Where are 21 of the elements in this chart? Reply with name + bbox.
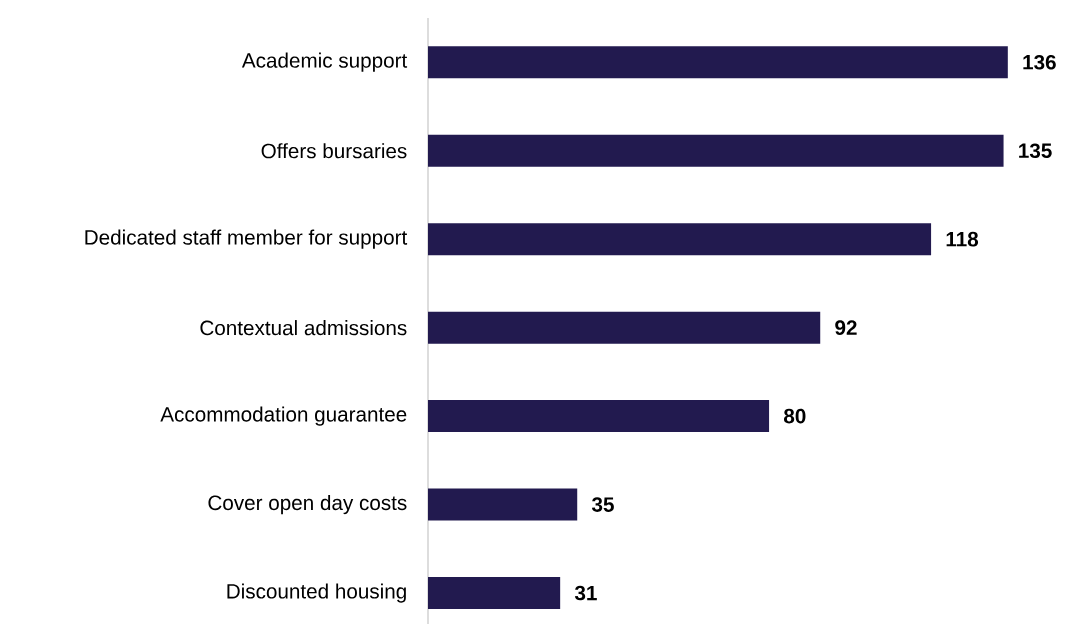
bar	[428, 488, 578, 521]
y-tick-label: Cover open day costs	[208, 494, 407, 515]
y-tick-label: Discounted housing	[227, 583, 406, 603]
data-label: 135	[1019, 143, 1052, 159]
data-label: 92	[835, 320, 857, 335]
data-label: 31	[574, 585, 597, 601]
y-tick-label: Contextual admissions	[200, 320, 407, 336]
bar	[428, 134, 1004, 167]
data-label: 118	[946, 231, 979, 247]
y-tick-label: Academic support	[241, 52, 408, 72]
y-tick-label: Accommodation guarantee	[160, 406, 407, 426]
bar	[428, 223, 932, 256]
bar	[428, 311, 821, 344]
bar	[428, 46, 1008, 79]
y-tick-label: Dedicated staff member for support	[85, 229, 408, 249]
data-label: 80	[783, 408, 806, 424]
y-tick-label: Offers bursaries	[261, 143, 407, 159]
data-label: 136	[1023, 54, 1056, 70]
data-label: 35	[591, 497, 614, 512]
bar	[428, 400, 770, 433]
bar	[428, 577, 561, 610]
